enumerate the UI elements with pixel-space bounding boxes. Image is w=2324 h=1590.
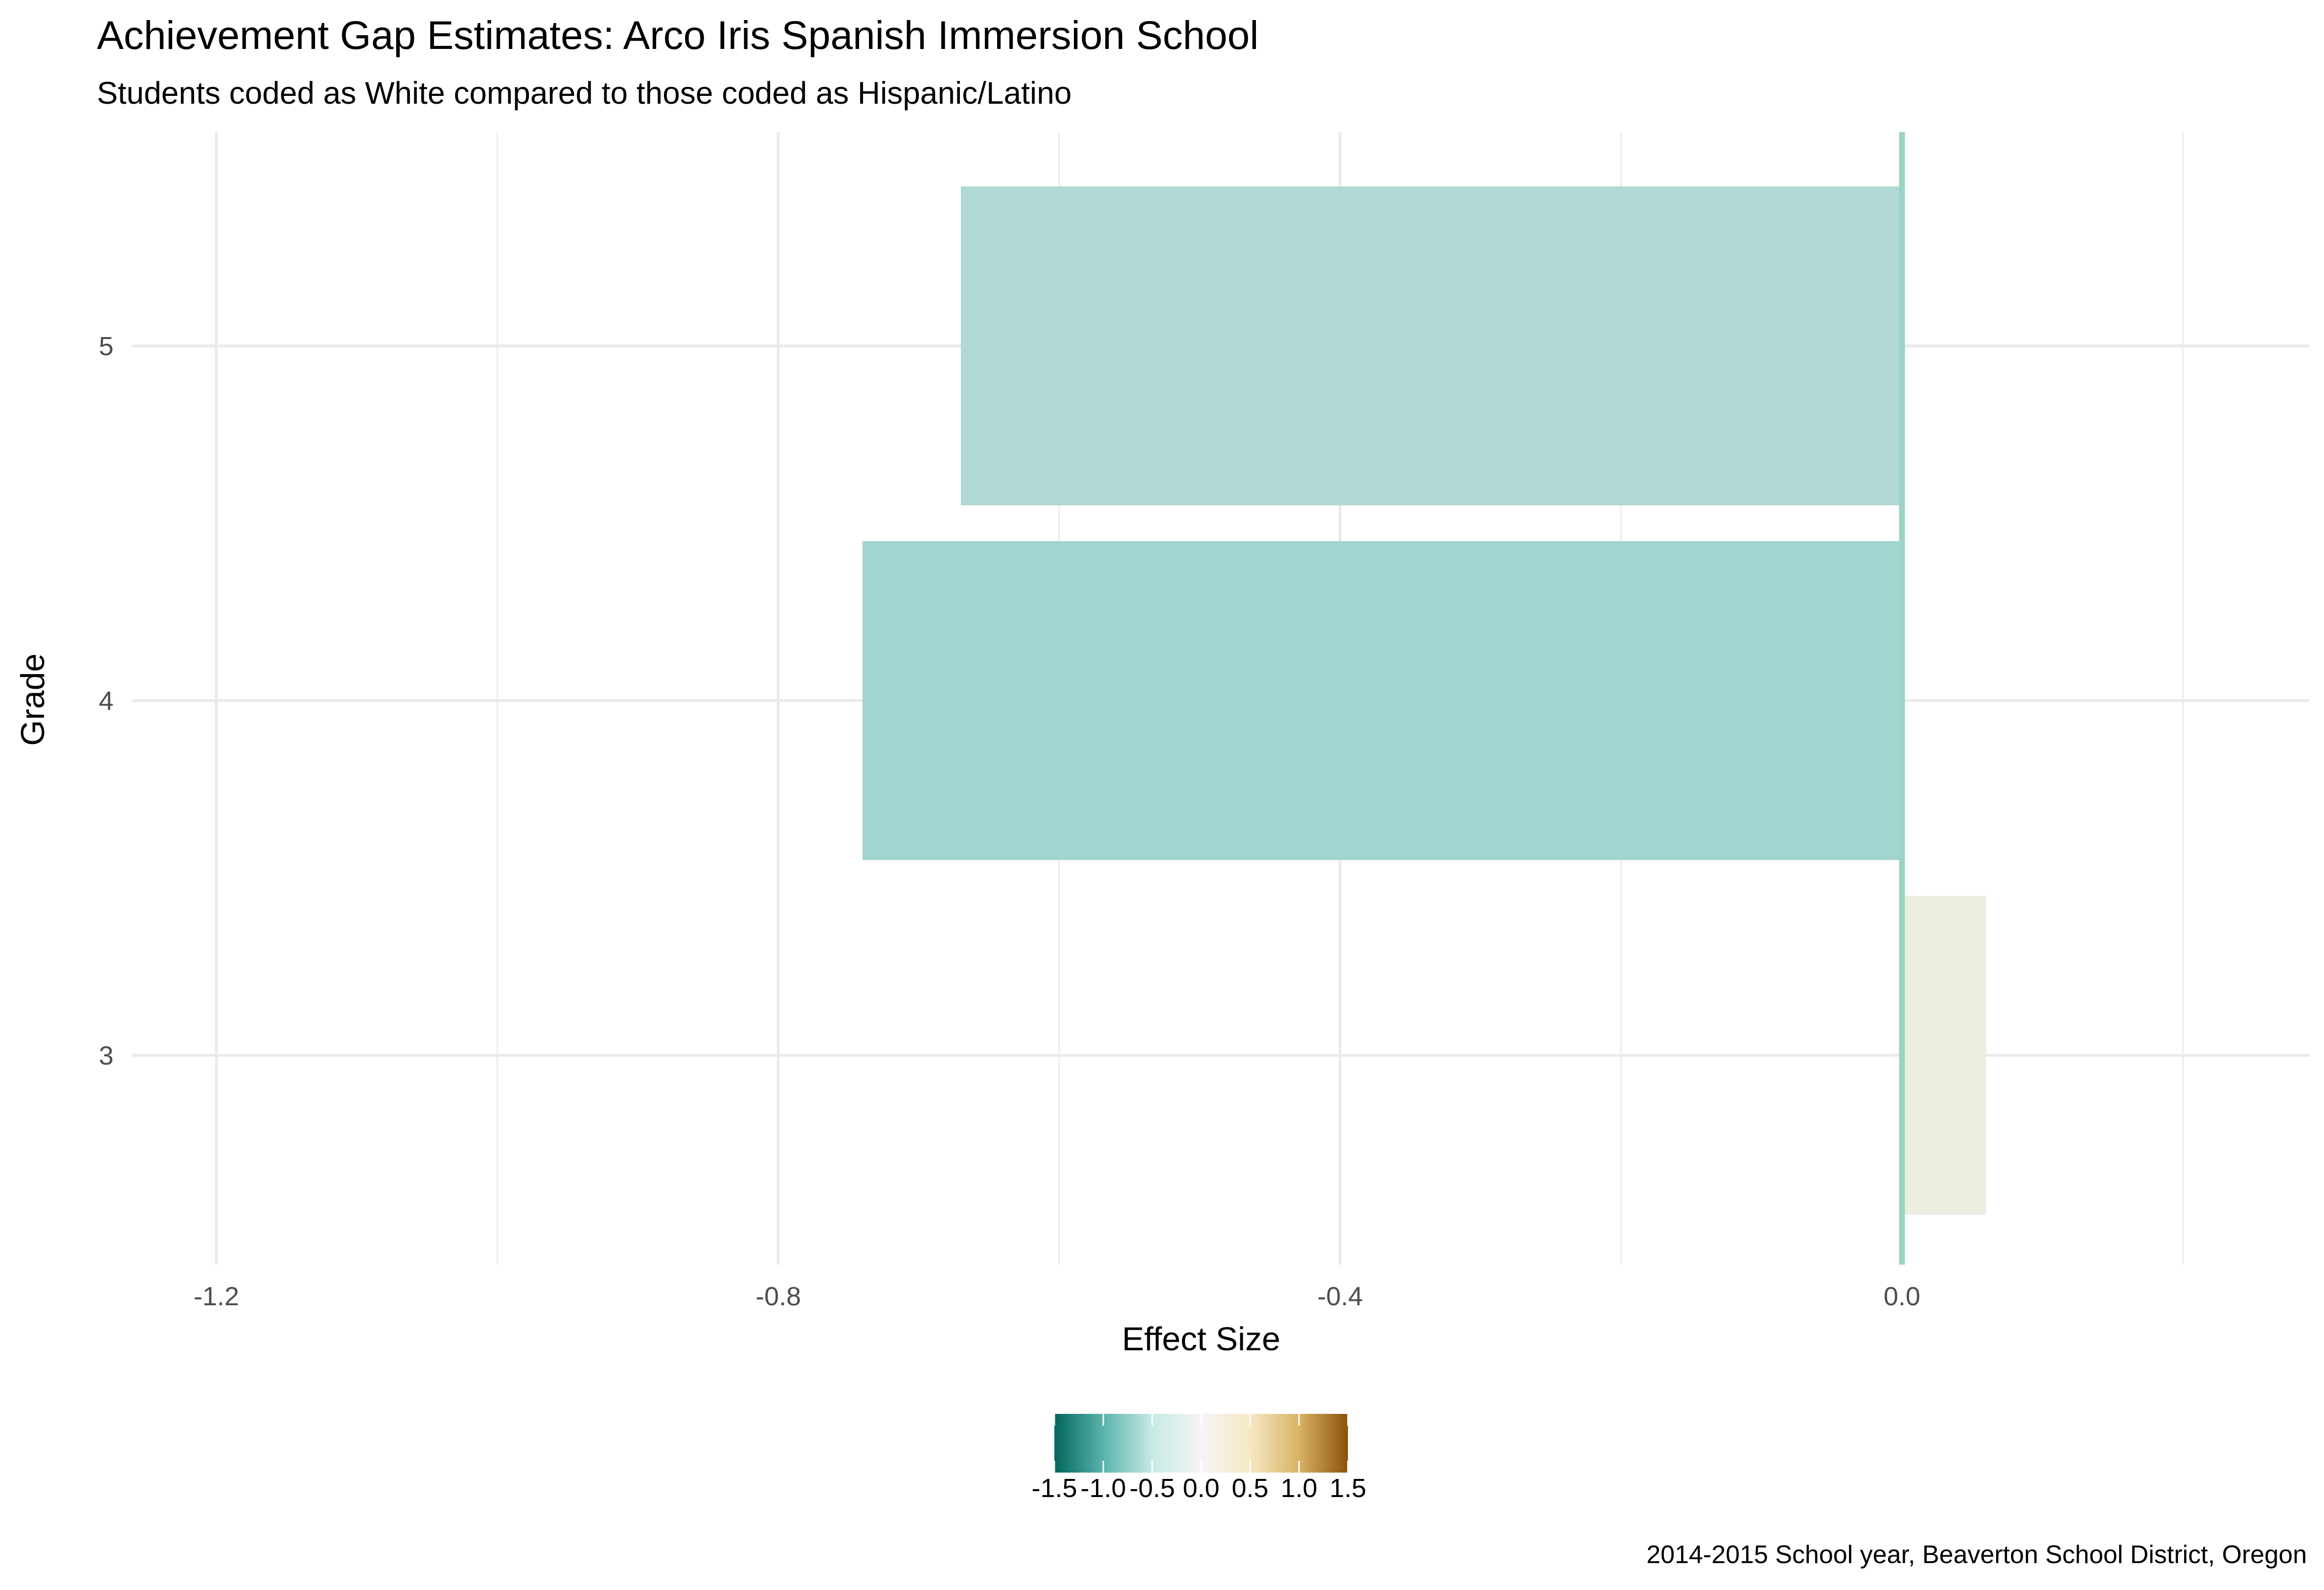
bar-grade-3 [1902,896,1986,1215]
bar-grade-5 [960,186,1902,505]
legend-tick-labels: -1.5 -1.0 -0.5 0.0 0.5 1.0 1.5 [1031,1474,1366,1503]
legend-tick-label: 1.5 [1329,1474,1366,1503]
legend-tick-marks [1053,1414,1349,1473]
y-axis-ticks: 3 4 5 [99,332,114,1070]
legend-tick-label: -0.5 [1129,1474,1175,1503]
x-tick-label: 0.0 [1884,1282,1920,1311]
x-tick-label: -0.4 [1318,1282,1363,1311]
chart-subtitle: Students coded as White compared to thos… [97,75,1071,111]
y-tick-label: 4 [99,686,114,716]
legend-tick-label: 1.0 [1280,1474,1317,1503]
chart-caption: 2014-2015 School year, Beaverton School … [1646,1541,2307,1569]
x-axis-title: Effect Size [1122,1320,1280,1358]
chart-title: Achievement Gap Estimates: Arco Iris Spa… [97,13,1258,58]
legend-tick-label: -1.0 [1080,1474,1126,1503]
y-axis-title: Grade [14,654,51,746]
legend-tick-label: 0.0 [1183,1474,1219,1503]
bar-grade-4 [862,541,1902,860]
color-legend: -1.5 -1.0 -0.5 0.0 0.5 1.0 1.5 [1031,1414,1367,1503]
legend-tick-label: -1.5 [1031,1474,1077,1503]
bar-series [862,186,1986,1215]
x-tick-label: -0.8 [755,1282,801,1311]
x-tick-label: -1.2 [194,1282,239,1311]
y-tick-label: 3 [99,1041,114,1070]
y-tick-label: 5 [99,332,114,361]
legend-tick-label: 0.5 [1231,1474,1268,1503]
x-axis-ticks: -1.2 -0.8 -0.4 0.0 [194,1282,1920,1311]
